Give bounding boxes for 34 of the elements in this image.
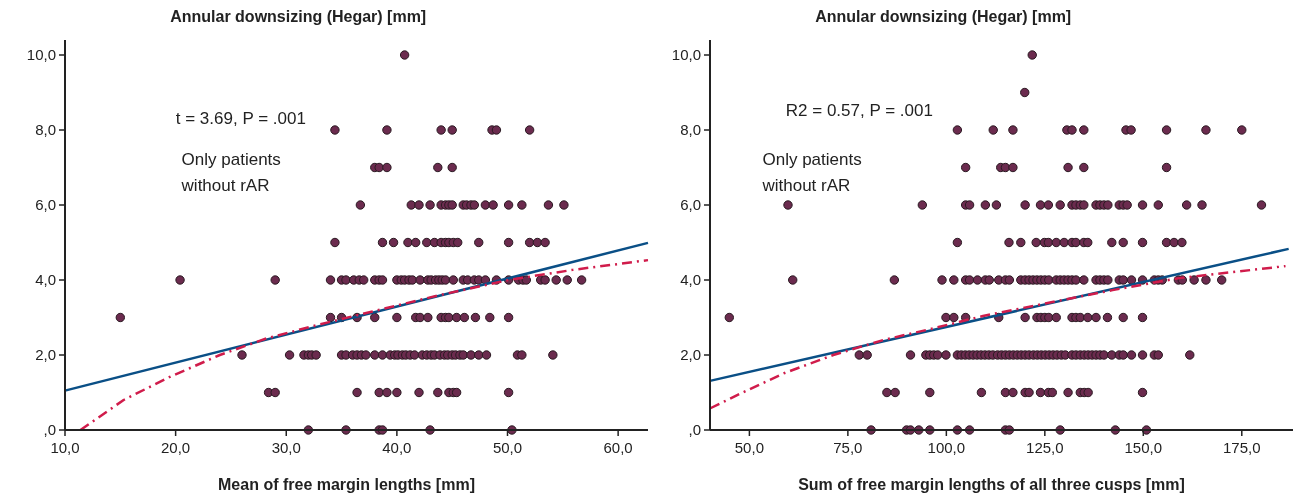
x-tick-label: 175,0 [1223,439,1261,456]
y-tick-label: 6,0 [680,196,701,214]
line-series [79,258,650,432]
x-tick-label: 20,0 [161,439,191,456]
x-axis-title: Mean of free margin lengths [mm] [218,476,475,493]
annotation: Only patients without rAR [761,149,862,195]
x-tick-label: 150,0 [1124,439,1163,456]
x-tick-label: 100,0 [927,439,966,456]
y-tick-label: 4,0 [680,271,701,289]
x-tick-label: 10,0 [50,439,80,456]
y-tick-label: 10,0 [26,46,56,64]
y-tick-label: 6,0 [35,196,56,214]
x-tick-label: 50,0 [492,439,523,456]
x-axis-title: Sum of free margin lengths of all three cusps [mm] [798,476,1185,493]
y-tick-label: ,0 [43,421,56,439]
y-tick-label: 10,0 [671,46,701,64]
annotation: Only patients without rAR [180,149,281,195]
y-axis-title: Annular downsizing (Hegar) [mm] [815,8,1072,25]
x-tick-label: 75,0 [833,439,863,456]
x-tick-label: 30,0 [271,439,301,456]
annotation: t = 3.69, P = .001 [175,108,306,128]
y-tick-label: ,0 [688,421,701,439]
y-tick-label: 8,0 [35,121,56,139]
y-tick-label: 4,0 [35,271,56,289]
x-tick-label: 50,0 [734,439,764,456]
x-tick-label: 40,0 [382,439,412,456]
y-tick-label: 2,0 [35,346,56,364]
y-tick-label: 2,0 [680,346,701,364]
annotation: R2 = 0.57, P = .001 [785,101,933,121]
y-axis-title: Annular downsizing (Hegar) [mm] [170,8,427,25]
y-tick-label: 8,0 [680,121,701,139]
x-tick-label: 125,0 [1026,439,1064,456]
x-tick-label: 60,0 [603,439,633,456]
line-series [709,264,1287,410]
